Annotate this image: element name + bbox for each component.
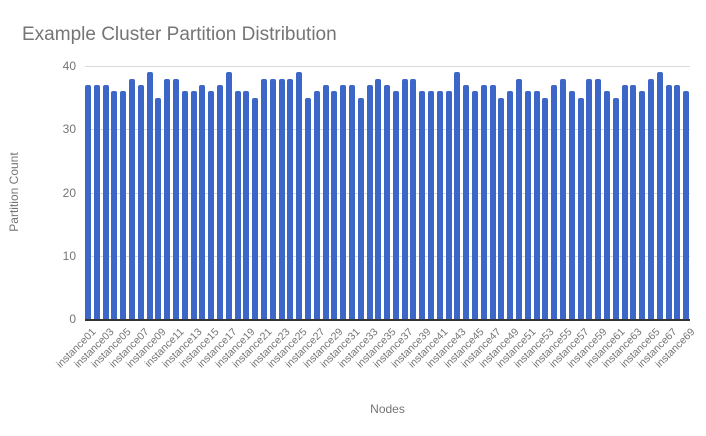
x-axis-title: Nodes xyxy=(370,402,405,416)
bar-instance58[interactable] xyxy=(586,78,593,319)
bar-instance52[interactable] xyxy=(533,91,540,319)
bar-instance46[interactable] xyxy=(480,84,487,319)
bar-instance18[interactable] xyxy=(234,91,241,319)
bar-instance60[interactable] xyxy=(604,91,611,319)
bar-instance30[interactable] xyxy=(340,84,347,319)
bar-instance12[interactable] xyxy=(181,91,188,319)
bar-instance24[interactable] xyxy=(287,78,294,319)
bar-instance25[interactable] xyxy=(296,72,303,319)
bar-instance13[interactable] xyxy=(190,91,197,319)
bar-instance45[interactable] xyxy=(472,91,479,319)
bar-instance33[interactable] xyxy=(366,84,373,319)
bar-instance17[interactable] xyxy=(225,72,232,319)
bar-instance28[interactable] xyxy=(322,84,329,319)
bar-instance19[interactable] xyxy=(243,91,250,319)
bar-instance68[interactable] xyxy=(674,84,681,319)
bar-instance55[interactable] xyxy=(560,78,567,319)
y-tick-label-20: 20 xyxy=(62,185,76,200)
bar-instance43[interactable] xyxy=(454,72,461,319)
bar-instance20[interactable] xyxy=(252,97,259,319)
bar-instance34[interactable] xyxy=(375,78,382,319)
bar-instance67[interactable] xyxy=(665,84,672,319)
bar-instance62[interactable] xyxy=(621,84,628,319)
bar-instance22[interactable] xyxy=(269,78,276,319)
bar-instance40[interactable] xyxy=(428,91,435,319)
bar-instance44[interactable] xyxy=(463,84,470,319)
bar-instance09[interactable] xyxy=(155,97,162,319)
bar-instance05[interactable] xyxy=(120,91,127,319)
bar-instance26[interactable] xyxy=(304,97,311,319)
bar-instance39[interactable] xyxy=(419,91,426,319)
bar-instance69[interactable] xyxy=(683,91,690,319)
bar-instance08[interactable] xyxy=(146,72,153,319)
bar-instance42[interactable] xyxy=(445,91,452,319)
plot-area xyxy=(85,66,690,321)
bar-instance64[interactable] xyxy=(639,91,646,319)
bar-instance51[interactable] xyxy=(524,91,531,319)
bar-instance21[interactable] xyxy=(260,78,267,319)
bar-instance23[interactable] xyxy=(278,78,285,319)
bar-instance06[interactable] xyxy=(128,78,135,319)
y-tick-label-40: 40 xyxy=(62,59,76,73)
y-tick-label-0: 0 xyxy=(69,312,76,326)
bar-instance29[interactable] xyxy=(331,91,338,319)
bar-instance16[interactable] xyxy=(216,84,223,319)
y-tick-label-10: 10 xyxy=(62,248,76,263)
bar-instance61[interactable] xyxy=(612,97,619,319)
bar-instance07[interactable] xyxy=(137,84,144,319)
bar-series xyxy=(85,66,690,319)
bar-instance53[interactable] xyxy=(542,97,549,319)
y-tick-label-30: 30 xyxy=(62,122,76,137)
bar-instance66[interactable] xyxy=(656,72,663,319)
bar-instance03[interactable] xyxy=(102,84,109,319)
bar-instance10[interactable] xyxy=(164,78,171,319)
bar-instance01[interactable] xyxy=(85,84,91,319)
bar-instance57[interactable] xyxy=(577,97,584,319)
bar-instance15[interactable] xyxy=(208,91,215,319)
bar-instance50[interactable] xyxy=(516,78,523,319)
bar-instance14[interactable] xyxy=(199,84,206,319)
bar-instance11[interactable] xyxy=(172,78,179,319)
bar-instance47[interactable] xyxy=(489,84,496,319)
bar-instance54[interactable] xyxy=(551,84,558,319)
bar-instance63[interactable] xyxy=(630,84,637,319)
gridline-40 xyxy=(85,66,690,67)
bar-instance41[interactable] xyxy=(436,91,443,319)
bar-instance38[interactable] xyxy=(410,78,417,319)
bar-instance36[interactable] xyxy=(392,91,399,319)
bar-instance32[interactable] xyxy=(357,97,364,319)
bar-instance48[interactable] xyxy=(498,97,505,319)
bar-instance56[interactable] xyxy=(568,91,575,319)
bar-instance27[interactable] xyxy=(313,91,320,319)
bar-instance35[interactable] xyxy=(384,84,391,319)
bar-instance59[interactable] xyxy=(595,78,602,319)
bar-instance65[interactable] xyxy=(648,78,654,319)
bar-instance49[interactable] xyxy=(507,91,514,319)
bar-instance31[interactable] xyxy=(348,84,355,319)
bar-instance37[interactable] xyxy=(401,78,408,319)
bar-instance04[interactable] xyxy=(111,91,118,319)
bar-instance02[interactable] xyxy=(93,84,100,319)
chart-title: Example Cluster Partition Distribution xyxy=(22,24,337,45)
